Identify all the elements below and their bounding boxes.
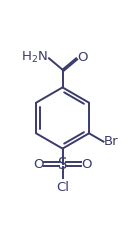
Text: Cl: Cl — [56, 181, 69, 194]
Text: O: O — [33, 158, 43, 171]
Text: H$_2$N: H$_2$N — [21, 50, 48, 65]
Text: O: O — [82, 158, 92, 171]
Text: Br: Br — [104, 135, 119, 148]
Text: S: S — [58, 157, 67, 172]
Text: O: O — [78, 51, 88, 64]
